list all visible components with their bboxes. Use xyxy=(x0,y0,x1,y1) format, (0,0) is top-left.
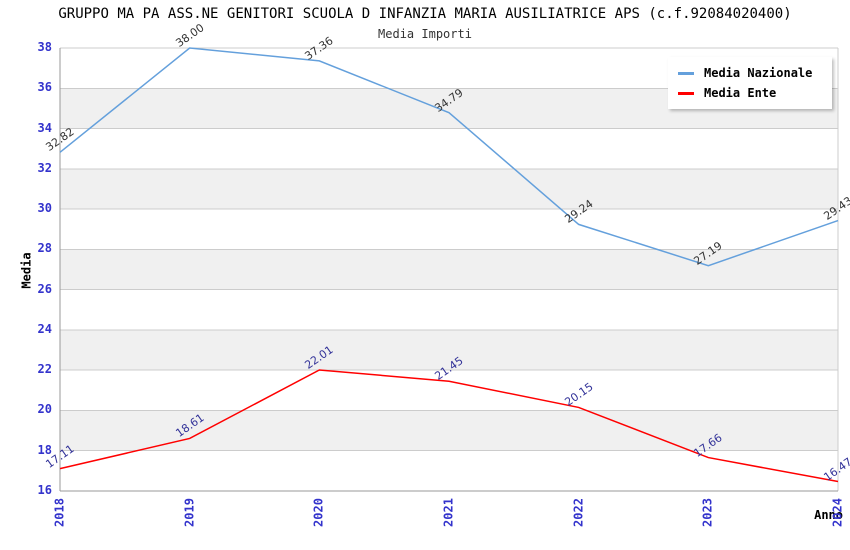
y-tick-label: 22 xyxy=(37,362,52,377)
plot-band xyxy=(60,329,838,371)
y-tick-label: 34 xyxy=(37,120,52,135)
legend-label: Media Ente xyxy=(704,86,777,100)
x-tick-label: 2024 xyxy=(830,498,845,527)
x-tick-label: 2018 xyxy=(52,498,67,527)
x-tick-label: 2020 xyxy=(311,498,326,527)
legend: Media Nazionale Media Ente xyxy=(668,57,832,109)
y-tick-label: 24 xyxy=(37,321,52,336)
plot-band xyxy=(60,168,838,210)
x-tick-label: 2022 xyxy=(571,498,586,527)
legend-label: Media Nazionale xyxy=(704,66,813,80)
series-line-media-nazionale xyxy=(59,47,839,267)
chart-title: GRUPPO MA PA ASS.NE GENITORI SCUOLA D IN… xyxy=(58,6,792,22)
legend-swatch-media-ente-icon xyxy=(678,91,694,95)
y-tick-label: 16 xyxy=(37,483,52,497)
y-tick-label: 36 xyxy=(37,80,52,95)
plot-band xyxy=(60,410,838,451)
x-tick-label: 2023 xyxy=(700,498,715,527)
legend-swatch-media-nazionale-icon xyxy=(678,71,694,75)
y-tick-label: 20 xyxy=(37,402,52,417)
x-tick-label: 2021 xyxy=(441,498,456,527)
x-axis-title: Anno xyxy=(814,508,843,522)
y-tick-label: 28 xyxy=(37,241,52,256)
y-tick-label: 30 xyxy=(37,201,52,216)
chart-subtitle: Media Importi xyxy=(378,27,472,41)
plot-band xyxy=(60,249,838,290)
y-tick-label: 38 xyxy=(37,40,52,54)
series-line-media-ente xyxy=(59,369,839,483)
y-tick-label: 18 xyxy=(37,442,52,457)
y-tick-label: 26 xyxy=(37,281,52,296)
x-tick-label: 2019 xyxy=(182,498,197,527)
legend-entry-media-ente: Media Ente xyxy=(678,83,824,103)
legend-entry-media-nazionale: Media Nazionale xyxy=(678,63,824,83)
y-tick-label: 32 xyxy=(37,160,52,175)
